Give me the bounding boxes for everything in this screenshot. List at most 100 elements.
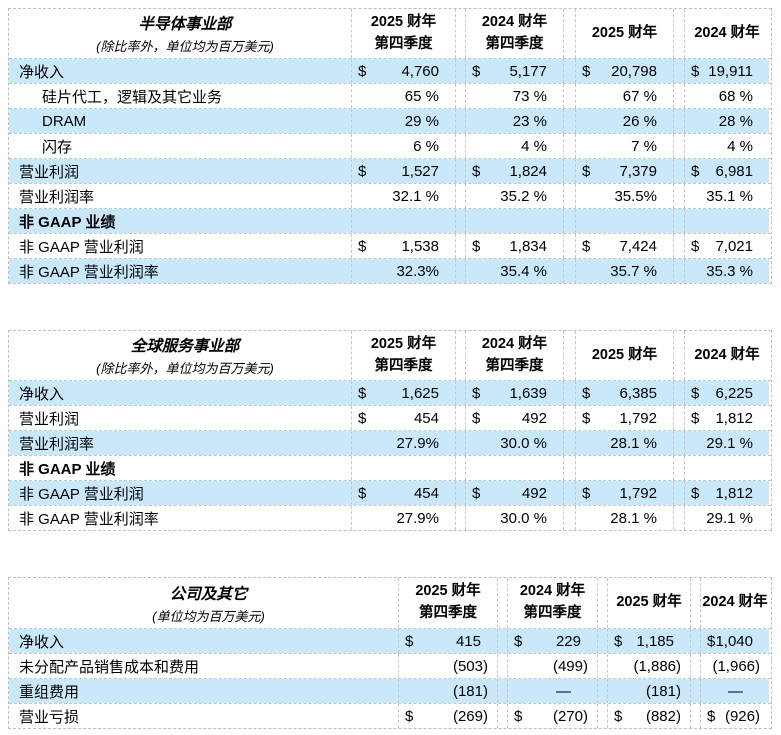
table-title: 全球服务事业部 [130,338,240,355]
column-header-q4-2025: 2025 财年 第四季度 [351,331,455,380]
spacer-cell [563,406,575,430]
row-label: 净收入 [9,381,351,405]
spacer-cell [690,654,700,678]
spacer-cell [563,184,575,208]
spacer-cell [673,9,684,58]
spacer-cell [673,259,684,283]
spacer-cell [455,9,465,58]
table-row: 营业利润率 27.9% 30.0 % 28.1 % 29.1 % [9,430,771,455]
table-row: 未分配产品销售成本和费用 (503) (499) (1,886) (1,966) [9,653,771,678]
cell: (1,886) [607,654,690,678]
spacer-cell [563,109,575,133]
semiconductor-segment-table: 半导体事业部 (除比率外，单位均为百万美元) 2025 财年 第四季度 2024 … [8,8,772,284]
spacer-cell [497,629,507,653]
row-label: 未分配产品销售成本和费用 [19,658,200,676]
column-header-fy2024: 2024 财年 [700,578,769,628]
cell: $6,225 [684,381,769,405]
cell: $ (926) [700,704,769,728]
cell: (503) [398,654,497,678]
table-row: 营业利润 $1,527 $1,824 $7,379 $6,981 [9,158,771,183]
spacer-cell [673,456,684,480]
row-label: 非 GAAP 营业利润率 [19,510,159,528]
cell: (1,966) [700,654,769,678]
cell: $1,834 [465,234,563,258]
cell: 73 % [465,84,563,108]
corporate-and-other-table: 公司及其它 (单位均为百万美元) 2025 财年 第四季度 2024 财年 第四季度… [8,577,772,729]
row-label: 净收入 [9,59,351,83]
spacer-cell [497,654,507,678]
row-label: DRAM [9,109,351,133]
row-label: 营业亏损 [19,708,80,726]
cell: $1,792 [575,406,673,430]
table-title-cell: 公司及其它 (单位均为百万美元) [9,578,398,628]
cell: 32.1 % [351,184,455,208]
spacer-cell [563,481,575,505]
spacer-cell [563,506,575,530]
table-row: 闪存 6 % 4 % 7 % 4 % [9,133,771,158]
table-row: 重组费用 (181) — (181) — [9,678,771,703]
cell: $1,812 [684,481,769,505]
cell: $454 [351,406,455,430]
table-row: 非 GAAP 营业利润率 32.3% 35.4 % 35.7 % 35.3 % [9,258,771,283]
spacer-cell [673,331,684,380]
column-header-q4-2025: 2025 财年 第四季度 [351,9,455,58]
cell: $1,185 [607,629,690,653]
row-label: 营业利润 [19,410,80,428]
table-row: 营业利润率 32.1 % 35.2 % 35.5% 35.1 % [9,183,771,208]
cell: 6 % [351,134,455,158]
spacer-cell [597,679,607,703]
column-header-q4-2024: 2024 财年 第四季度 [465,9,563,58]
cell: $19,911 [684,59,769,83]
cell: 35.1 % [684,184,769,208]
spacer-cell [455,134,465,158]
cell: 65 % [351,84,455,108]
column-header-q4-2024: 2024 财年 第四季度 [507,578,597,628]
spacer-cell [455,481,465,505]
cell [684,456,769,480]
section-label: 非 GAAP 业绩 [9,209,351,233]
spacer-cell [563,259,575,283]
cell: 35.5% [575,184,673,208]
cell [351,209,455,233]
spacer-cell [455,109,465,133]
table-title-cell: 半导体事业部 (除比率外，单位均为百万美元) [9,9,351,58]
spacer-cell [563,84,575,108]
cell: $6,981 [684,159,769,183]
row-label: 重组费用 [9,679,398,703]
table-row: 非 GAAP 营业利润 $454 $492 $1,792 $1,812 [9,480,771,505]
column-header-fy2025: 2025 财年 [575,331,673,380]
cell: 67 % [575,84,673,108]
table-row: 营业利润 $454 $492 $1,792 $1,812 [9,405,771,430]
cell: 68 % [684,84,769,108]
section-header-row: 非 GAAP 业绩 [9,455,771,480]
column-header-fy2025: 2025 财年 [575,9,673,58]
table-row: 硅片代工，逻辑及其它业务 65 % 73 % 67 % 68 % [9,83,771,108]
table-header-row: 公司及其它 (单位均为百万美元) 2025 财年 第四季度 2024 财年 第四季度… [9,578,771,628]
cell: 29 % [351,109,455,133]
spacer-cell [673,209,684,233]
spacer-cell [673,381,684,405]
spacer-cell [563,134,575,158]
cell: 26 % [575,109,673,133]
row-label: 非 GAAP 营业利润 [19,238,144,256]
cell: 29.1 % [684,506,769,530]
row-label: 硅片代工，逻辑及其它业务 [42,88,223,106]
cell: $ (882) [607,704,690,728]
cell [575,209,673,233]
spacer-cell [690,578,700,628]
spacer-cell [455,84,465,108]
cell [684,209,769,233]
cell: 7 % [575,134,673,158]
cell: $1,527 [351,159,455,183]
row-label: 非 GAAP 营业利润率 [9,259,351,283]
spacer-cell [563,9,575,58]
cell: $7,021 [684,234,769,258]
cell: $1,625 [351,381,455,405]
spacer-cell [673,184,684,208]
spacer-cell [563,381,575,405]
cell: $20,798 [575,59,673,83]
cell: $1,812 [684,406,769,430]
spacer-cell [497,704,507,728]
spacer-cell [673,159,684,183]
table-title-cell: 全球服务事业部 (除比率外，单位均为百万美元) [9,331,351,380]
